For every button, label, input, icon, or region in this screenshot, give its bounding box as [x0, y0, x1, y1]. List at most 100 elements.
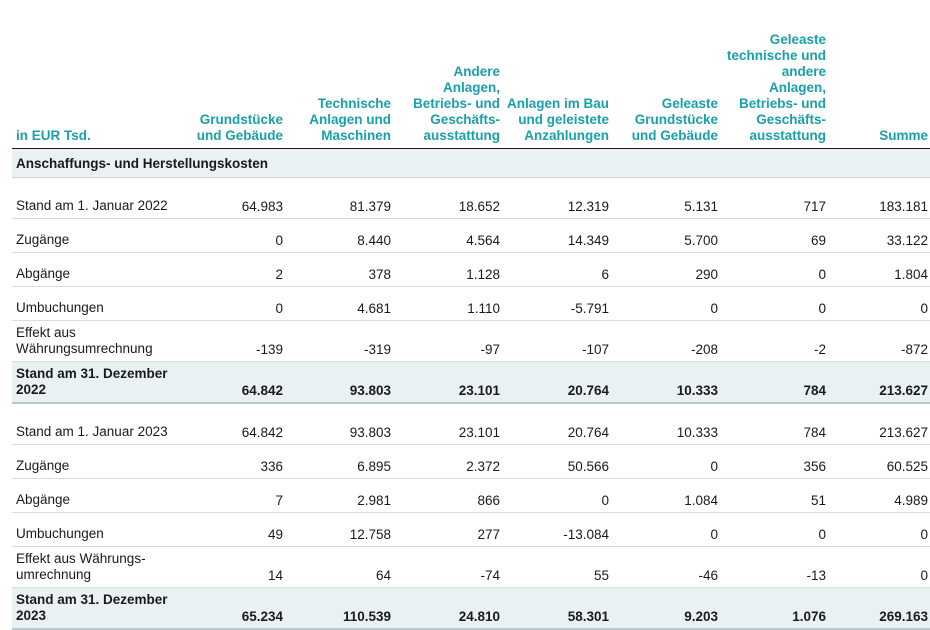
table-cell: 1.084 — [611, 478, 720, 513]
table-row: Stand am 1. Januar 2022 64.983 81.379 18… — [12, 177, 930, 219]
table-row: Zugänge 0 8.440 4.564 14.349 5.700 69 33… — [12, 218, 930, 253]
row-label: Zugänge — [12, 444, 182, 479]
total-row: Stand am 31. Dezember 2023 65.234 110.53… — [12, 587, 930, 630]
table-cell: 5.131 — [611, 177, 720, 219]
table-cell: 110.539 — [285, 587, 393, 630]
table-cell: 0 — [720, 252, 828, 287]
table-cell: 1.076 — [720, 587, 828, 630]
table-cell: 58.301 — [502, 587, 611, 630]
col-header-geleaste-grundstuecke: Geleaste Grundstücke und Gebäude — [611, 0, 720, 149]
table-cell: 93.803 — [285, 403, 393, 445]
table-cell: 12.758 — [285, 512, 393, 547]
table-cell: 0 — [828, 286, 930, 321]
table-cell: 23.101 — [393, 403, 502, 445]
table-cell: 65.234 — [182, 587, 285, 630]
table-row: Effekt aus Währungs-umrechnung 14 64 -74… — [12, 546, 930, 588]
table-cell: 0 — [611, 512, 720, 547]
table-cell: 51 — [720, 478, 828, 513]
table-row: Umbuchungen 0 4.681 1.110 -5.791 0 0 0 — [12, 286, 930, 321]
table-cell: 183.181 — [828, 177, 930, 219]
section-row: Anschaffungs- und Herstellungskosten — [12, 148, 930, 178]
table-cell: 784 — [720, 403, 828, 445]
table-cell: -46 — [611, 546, 720, 588]
table-cell: 4.989 — [828, 478, 930, 513]
table-cell: 69 — [720, 218, 828, 253]
col-header-geleaste-technische-anlagen: Geleaste technische und andere Anlagen, … — [720, 0, 828, 149]
table-cell: -319 — [285, 320, 393, 362]
col-header-technische-anlagen: Technische Anlagen und Maschinen — [285, 0, 393, 149]
section-title: Anschaffungs- und Herstellungskosten — [12, 148, 930, 178]
table-row: Zugänge 336 6.895 2.372 50.566 0 356 60.… — [12, 444, 930, 479]
table-cell: -13.084 — [502, 512, 611, 547]
row-label: Zugänge — [12, 218, 182, 253]
table-cell: 64.842 — [182, 361, 285, 404]
row-label: Effekt aus Währungs-umrechnung — [12, 546, 182, 588]
page: in EUR Tsd. Grundstücke und Gebäude Tech… — [12, 0, 930, 630]
table-cell: -97 — [393, 320, 502, 362]
table-cell: 717 — [720, 177, 828, 219]
col-header-grundstuecke: Grundstücke und Gebäude — [182, 0, 285, 149]
table-cell: 8.440 — [285, 218, 393, 253]
table-cell: 4.681 — [285, 286, 393, 321]
table-cell: 55 — [502, 546, 611, 588]
table-cell: 64 — [285, 546, 393, 588]
table-cell: 2 — [182, 252, 285, 287]
table-cell: 356 — [720, 444, 828, 479]
table-cell: 93.803 — [285, 361, 393, 404]
table-row: Umbuchungen 49 12.758 277 -13.084 0 0 0 — [12, 512, 930, 547]
table-cell: 0 — [720, 286, 828, 321]
table-cell: -208 — [611, 320, 720, 362]
row-label: Abgänge — [12, 252, 182, 287]
table-cell: 269.163 — [828, 587, 930, 630]
table-cell: -139 — [182, 320, 285, 362]
table-cell: -74 — [393, 546, 502, 588]
table-cell: 277 — [393, 512, 502, 547]
row-label: Stand am 1. Januar 2022 — [12, 177, 182, 219]
col-header-anlagen-im-bau: Anlagen im Bau und geleistete Anzahlunge… — [502, 0, 611, 149]
table-cell: 866 — [393, 478, 502, 513]
table-cell: 0 — [182, 286, 285, 321]
table-cell: 4.564 — [393, 218, 502, 253]
table-cell: 10.333 — [611, 361, 720, 404]
table-cell: 20.764 — [502, 403, 611, 445]
table-cell: 81.379 — [285, 177, 393, 219]
table-cell: 0 — [828, 512, 930, 547]
table-cell: 12.319 — [502, 177, 611, 219]
table-cell: 784 — [720, 361, 828, 404]
table-cell: -2 — [720, 320, 828, 362]
row-label: Stand am 31. Dezember 2023 — [12, 587, 182, 630]
unit-label: in EUR Tsd. — [12, 0, 182, 149]
table-cell: 213.627 — [828, 403, 930, 445]
table-cell: 9.203 — [611, 587, 720, 630]
table-cell: 14.349 — [502, 218, 611, 253]
table-cell: 378 — [285, 252, 393, 287]
row-label: Abgänge — [12, 478, 182, 513]
table-cell: 64.842 — [182, 403, 285, 445]
table-cell: 33.122 — [828, 218, 930, 253]
table-cell: 18.652 — [393, 177, 502, 219]
table-cell: 2.372 — [393, 444, 502, 479]
table-cell: 1.804 — [828, 252, 930, 287]
table-cell: 5.700 — [611, 218, 720, 253]
table-cell: -107 — [502, 320, 611, 362]
row-label: Umbuchungen — [12, 286, 182, 321]
table-cell: 0 — [828, 546, 930, 588]
table-cell: 14 — [182, 546, 285, 588]
table-cell: 64.983 — [182, 177, 285, 219]
row-label: Effekt aus Währungsumrechnung — [12, 320, 182, 362]
table-row: Abgänge 7 2.981 866 0 1.084 51 4.989 — [12, 478, 930, 513]
table-row: Effekt aus Währungsumrechnung -139 -319 … — [12, 320, 930, 362]
table-cell: 6 — [502, 252, 611, 287]
table-row: Abgänge 2 378 1.128 6 290 0 1.804 — [12, 252, 930, 287]
table-cell: 20.764 — [502, 361, 611, 404]
table-cell: 0 — [720, 512, 828, 547]
col-header-andere-anlagen: Andere Anlagen, Betriebs- und Geschäfts-… — [393, 0, 502, 149]
table-cell: 60.525 — [828, 444, 930, 479]
table-cell: 23.101 — [393, 361, 502, 404]
table-cell: 290 — [611, 252, 720, 287]
row-label: Stand am 31. Dezember 2022 — [12, 361, 182, 404]
table-cell: 2.981 — [285, 478, 393, 513]
table-cell: 6.895 — [285, 444, 393, 479]
table-cell: -872 — [828, 320, 930, 362]
table-cell: 0 — [611, 286, 720, 321]
